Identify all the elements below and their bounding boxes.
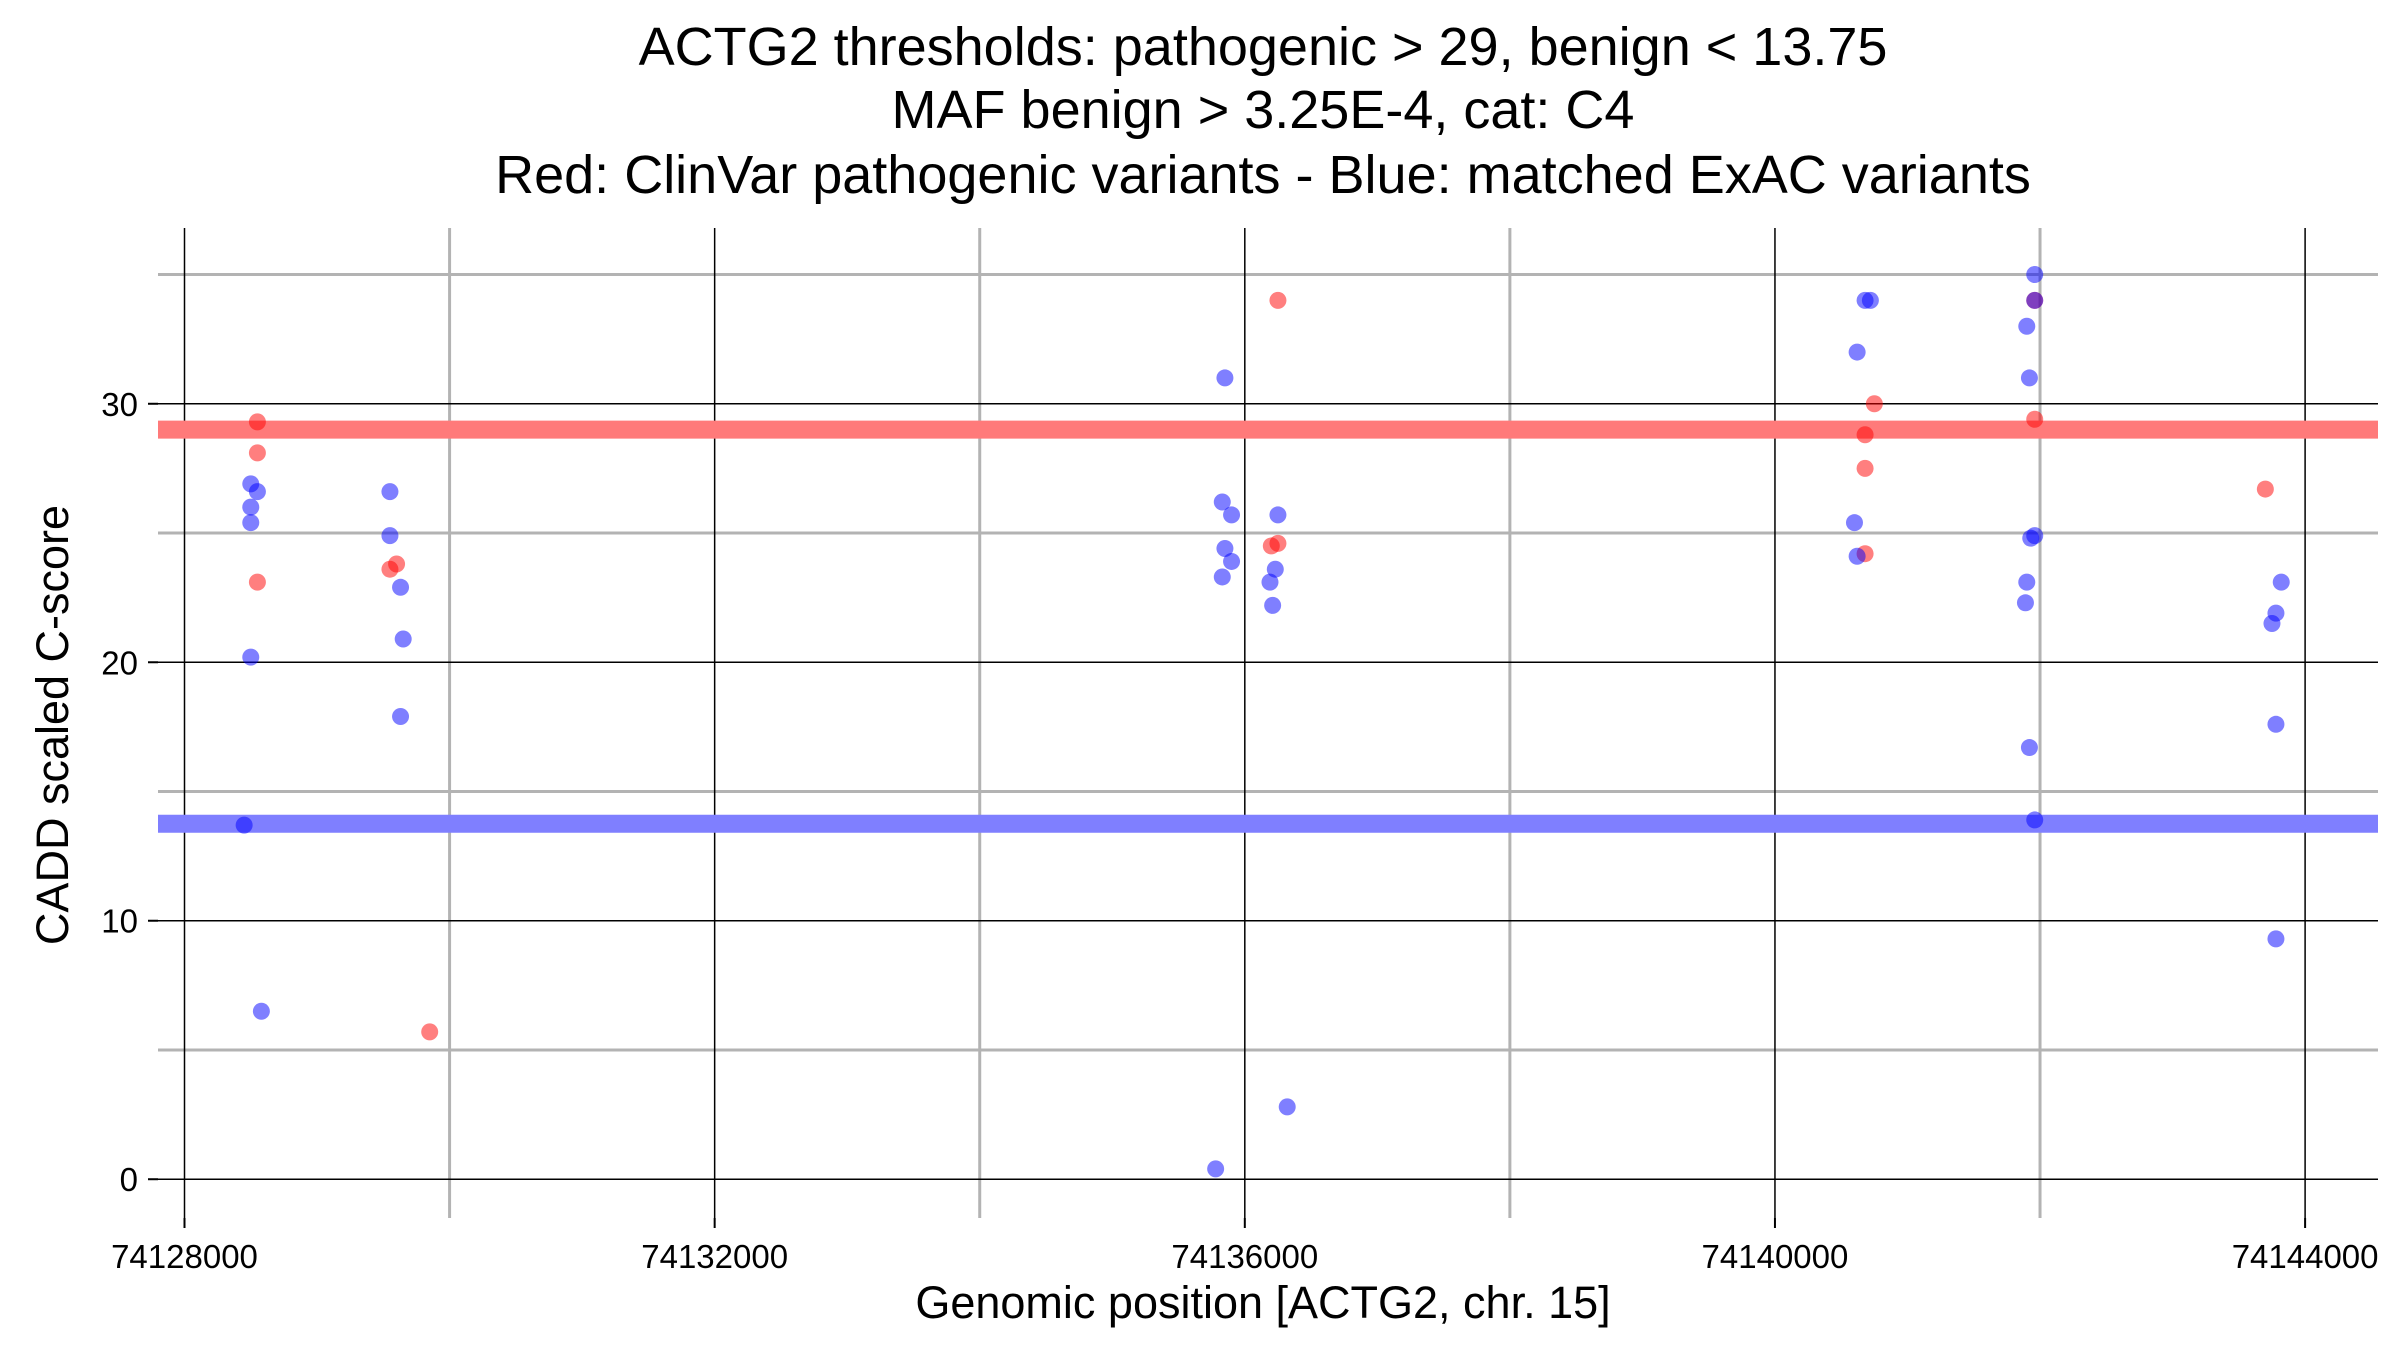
pathogenic-point [1856,426,1874,444]
benign-point [1213,493,1231,511]
benign-point [381,483,399,501]
title-line-1: ACTG2 thresholds: pathogenic > 29, benig… [639,17,1888,77]
pathogenic-point [248,413,266,431]
x-tick-label: 74132000 [641,1238,788,1275]
x-tick-label: 74140000 [1702,1238,1849,1275]
benign-point [1216,369,1234,387]
benign-point [1207,1160,1225,1178]
benign-point [1213,568,1231,586]
benign-point [1216,540,1234,558]
benign-point [1845,514,1863,532]
benign-point [2272,573,2290,591]
y-tick-label: 20 [101,644,138,681]
benign-point [1266,560,1284,578]
benign-point [235,816,253,834]
benign-point [2018,317,2036,335]
benign-point [1861,291,1879,309]
data-points [235,266,2290,1178]
benign-point [2020,369,2038,387]
benign-point [381,527,399,545]
benign-point [2267,930,2285,948]
benign-point [1261,573,1279,591]
x-axis-ticks: 74128000 74132000 74136000 74140000 74144000 [111,1218,2379,1275]
benign-point [2018,573,2036,591]
benign-point [242,648,260,666]
pathogenic-point [1269,534,1287,552]
y-axis-title: CADD scaled C-score [27,505,78,945]
pathogenic-point [1269,291,1287,309]
y-tick-label: 10 [101,903,138,940]
pathogenic-point [421,1023,439,1041]
benign-point [1264,596,1282,614]
benign-point [1269,506,1287,524]
pathogenic-point [248,444,266,462]
x-tick-label: 74128000 [111,1238,258,1275]
minor-gridlines [158,228,2378,1218]
pathogenic-point [248,573,266,591]
y-axis-ticks: 0 10 20 30 [101,386,158,1198]
y-tick-label: 30 [101,386,138,423]
benign-point [1848,343,1866,361]
benign-point [252,1002,270,1020]
benign-point [392,708,410,726]
benign-point [392,578,410,596]
title-line-3: Red: ClinVar pathogenic variants - Blue:… [495,145,2031,205]
threshold-lines [158,420,2378,833]
benign-point [394,630,412,648]
benign-point [2026,291,2044,309]
benign-point [2267,715,2285,733]
major-gridlines [158,228,2378,1218]
benign-point [1223,506,1241,524]
x-tick-label: 74144000 [2232,1238,2379,1275]
pathogenic-point [1865,395,1883,413]
benign-point [1223,552,1241,570]
benign-point [2026,811,2044,829]
benign-point [2026,527,2044,545]
benign-point [242,498,260,516]
pathogenic-point [2256,480,2274,498]
x-axis-title: Genomic position [ACTG2, chr. 15] [915,1277,1610,1328]
chart-title: ACTG2 thresholds: pathogenic > 29, benig… [495,17,2031,205]
pathogenic-point [1856,459,1874,477]
benign-point [248,483,266,501]
benign-point [2016,594,2034,612]
benign-point [1848,547,1866,565]
pathogenic-point [2026,410,2044,428]
benign-point [242,514,260,532]
title-line-2: MAF benign > 3.25E-4, cat: C4 [892,80,1635,140]
y-tick-label: 0 [120,1161,138,1198]
benign-point [1278,1098,1296,1116]
x-tick-label: 74136000 [1171,1238,1318,1275]
benign-point [2020,739,2038,757]
benign-point [2263,614,2281,632]
pathogenic-point [388,555,406,573]
benign-point [2026,266,2044,284]
